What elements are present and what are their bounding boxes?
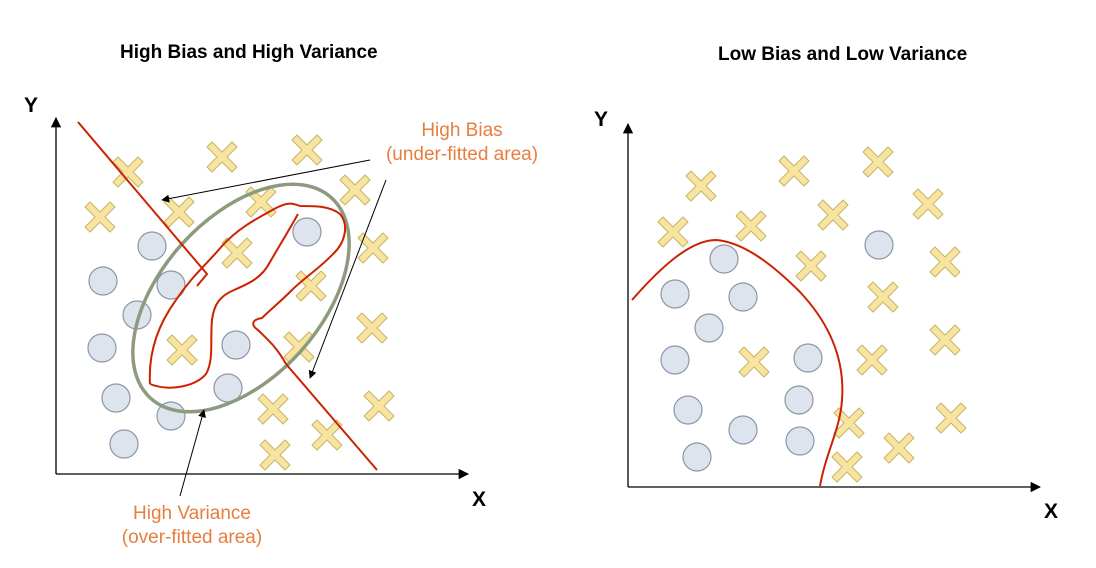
right-y-axis-label: Y [594,108,609,131]
left-chart-title: High Bias and High Variance [120,42,378,63]
x-marker-icon [856,344,888,376]
circle-marker-icon [673,395,703,425]
circle-marker-icon [682,442,712,472]
x-marker-icon [291,134,323,166]
left-y-axis-label: Y [24,94,39,117]
x-marker-icon [363,390,395,422]
x-marker-icon [206,141,238,173]
circle-marker-icon [660,279,690,309]
x-marker-icon [657,216,689,248]
under-fitted-label: (under-fitted area) [385,144,539,165]
x-marker-icon [163,196,195,228]
x-marker-icon [831,451,863,483]
x-marker-icon [283,331,315,363]
circle-marker-icon [785,426,815,456]
circle-marker-icon [660,345,690,375]
high-variance-annotation: High Variance (over-fitted area) [108,502,276,550]
x-marker-icon [112,156,144,188]
circle-marker-icon [101,383,131,413]
x-marker-icon [817,199,849,231]
x-marker-icon [245,186,277,218]
x-marker-icon [833,407,865,439]
x-marker-icon [929,324,961,356]
x-marker-icon [935,402,967,434]
x-marker-icon [929,246,961,278]
circle-marker-icon [109,429,139,459]
high-variance-arrow [179,409,206,497]
x-marker-icon [295,270,327,302]
circle-marker-icon [87,333,117,363]
circle-marker-icon [221,330,251,360]
x-marker-icon [357,232,389,264]
x-marker-icon [795,250,827,282]
circle-marker-icon [694,313,724,343]
x-marker-icon [883,432,915,464]
x-marker-icon [259,439,291,471]
right-markers [657,146,967,483]
high-bias-arrow-1 [161,159,371,203]
x-marker-icon [166,334,198,366]
circle-marker-icon [864,230,894,260]
right-chart-title: Low Bias and Low Variance [718,44,968,65]
circle-marker-icon [728,415,758,445]
x-marker-icon [862,146,894,178]
right-x-axis-label: X [1044,500,1059,523]
x-marker-icon [84,201,116,233]
circle-marker-icon [728,282,758,312]
circle-marker-icon [156,270,186,300]
left-x-axis-label: X [472,488,487,511]
circle-marker-icon [784,385,814,415]
x-marker-icon [221,237,253,269]
x-marker-icon [912,188,944,220]
circle-marker-icon [709,244,739,274]
circle-marker-icon [137,231,167,261]
good-fit-decision-boundary [631,238,844,487]
circle-marker-icon [88,266,118,296]
x-marker-icon [257,393,289,425]
over-fitted-label: (over-fitted area) [121,527,263,548]
high-bias-label: High Bias [421,120,503,141]
circle-marker-icon [292,217,322,247]
linear-decision-boundary [77,121,209,287]
circle-marker-icon [793,343,823,373]
x-marker-icon [735,210,767,242]
x-marker-icon [778,155,810,187]
overfitted-decision-boundary-inner [149,213,299,389]
high-bias-annotation: High Bias (under-fitted area) [378,119,546,167]
x-marker-icon [685,170,717,202]
x-marker-icon [356,312,388,344]
x-marker-icon [738,346,770,378]
circle-marker-icon [156,401,186,431]
right-axes [622,122,1042,493]
high-bias-arrow-2 [308,179,387,379]
left-axes [50,116,470,480]
x-marker-icon [339,174,371,206]
x-marker-icon [867,281,899,313]
high-variance-label: High Variance [133,503,251,524]
x-marker-icon [311,419,343,451]
left-markers [84,134,395,471]
linear-decision-boundary-lower [285,363,378,471]
overfitted-decision-boundary [148,202,347,385]
